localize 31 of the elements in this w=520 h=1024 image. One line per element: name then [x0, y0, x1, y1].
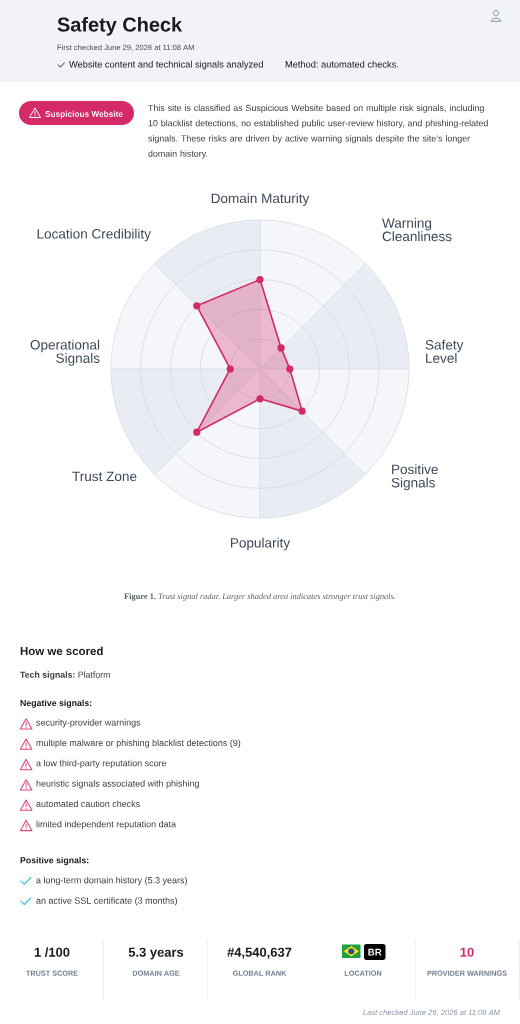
text: Website content and technical signals analyzed — [69, 60, 263, 70]
text: a long-term domain history (5.3 years) — [36, 876, 187, 886]
text: How we scored — [20, 646, 103, 656]
spoke-label: Trust Zone — [72, 471, 137, 482]
text: This site is classified as Suspicious Website based on multiple risk signals, including 10 blacklist detections, no established public user-review history, and phishing-related signals. These risks are driven by active warning signals despite the site’s longer domain history. — [148, 104, 488, 159]
text: security-provider warnings — [36, 719, 141, 728]
text: Negative signals: — [20, 699, 92, 708]
text: Tech signals: Platform — [20, 671, 110, 680]
text: multiple malware or phishing blacklist detections (9) — [36, 739, 241, 748]
text: #4,540,637 — [227, 947, 292, 959]
text: heuristic signals associated with phishing — [36, 780, 199, 789]
text: automated caution checks — [36, 800, 140, 808]
spoke-label: Location Credibility — [37, 228, 151, 242]
text: BR — [368, 948, 382, 956]
spoke-label: Positive Signals — [391, 464, 438, 491]
chart-title: Safety Check — [57, 17, 183, 36]
text: an active SSL certificate (3 months) — [36, 897, 177, 906]
text: 10 — [460, 947, 474, 957]
text: limited independent reputation data — [36, 820, 177, 830]
text: Method: automated checks. — [285, 60, 398, 68]
text: a low third-party reputation score — [36, 759, 167, 769]
text: 5.3 years — [128, 947, 184, 960]
spoke-label: Warning Cleanliness — [382, 217, 452, 242]
spoke-label: Domain Maturity — [211, 193, 310, 206]
spoke-label: Popularity — [230, 537, 291, 551]
text: 1 /100 — [34, 947, 70, 957]
text: Figure 1. Trust signal radar. Larger shaded area indicates stronger trust signals. — [124, 593, 396, 601]
spoke-label: Operational Signals — [30, 339, 100, 366]
spoke-label: Safety Level — [425, 339, 464, 363]
text: Suspicious Website — [45, 110, 123, 119]
text: Positive signals: — [20, 856, 89, 866]
